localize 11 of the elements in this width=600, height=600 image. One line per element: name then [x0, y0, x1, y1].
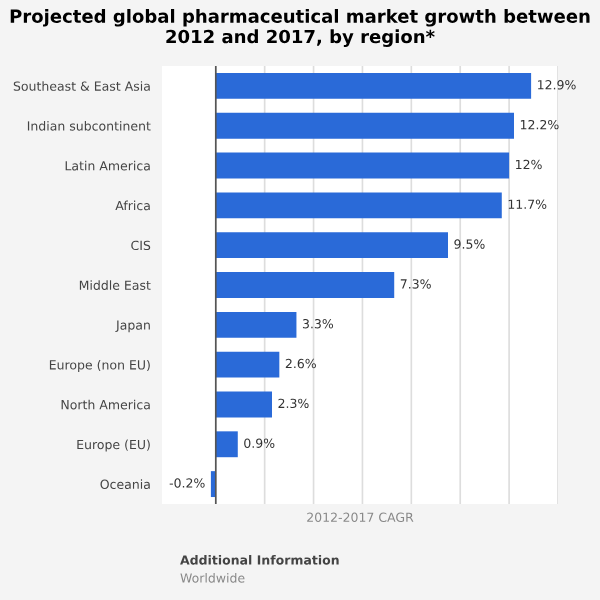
bar: [215, 272, 395, 298]
bar: [215, 192, 502, 219]
bar: [215, 351, 280, 378]
bar: [215, 391, 272, 418]
bar: [215, 112, 514, 139]
bar: [215, 232, 448, 259]
bar: [215, 152, 510, 179]
bar: [215, 72, 532, 99]
bar: [215, 311, 297, 338]
chart-title: Projected global pharmaceutical market growth between 2012 and 2017, by region*: [10, 9, 590, 47]
bar: [215, 431, 238, 458]
